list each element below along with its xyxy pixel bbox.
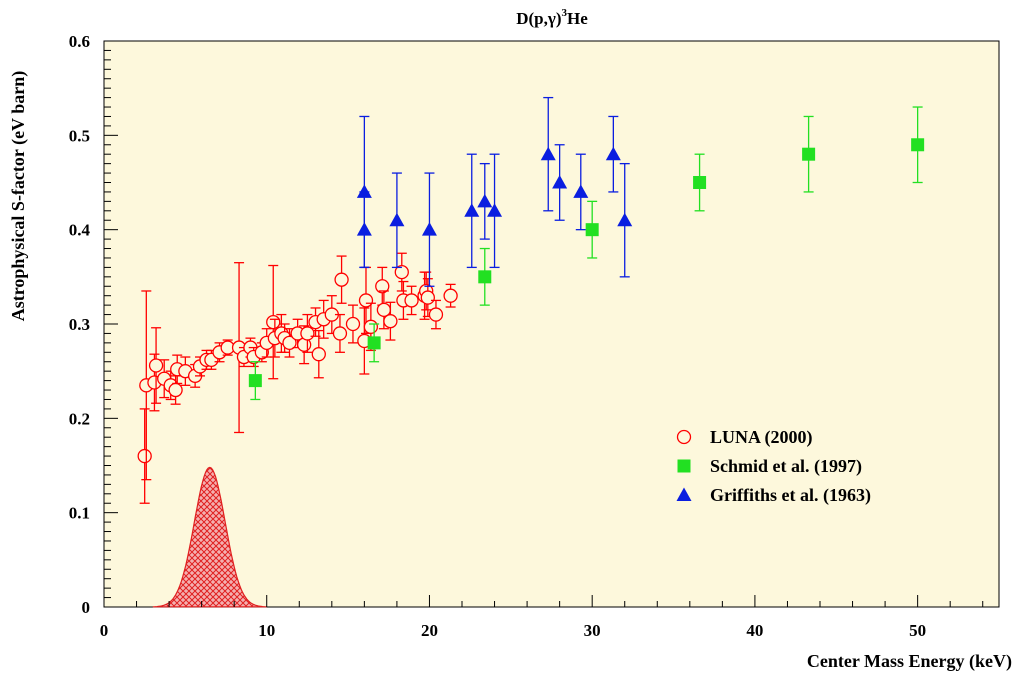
chart-title: D(p,γ)3He <box>516 7 588 28</box>
data-point <box>585 223 599 237</box>
legend-label: LUNA (2000) <box>710 427 813 448</box>
data-point <box>464 203 480 217</box>
data-point <box>478 270 492 284</box>
data-point <box>443 288 458 303</box>
data-point <box>420 290 435 305</box>
data-point <box>248 374 262 388</box>
y-tick-label: 0.5 <box>69 126 90 145</box>
data-point <box>282 335 297 351</box>
data-point <box>334 272 349 287</box>
y-tick-label: 0.6 <box>69 32 90 51</box>
x-tick-label: 20 <box>421 621 438 640</box>
data-point <box>266 314 281 330</box>
plot-area <box>103 40 1000 608</box>
data-point <box>428 307 444 322</box>
data-marks <box>137 96 925 504</box>
data-point <box>300 326 315 341</box>
legend-label: Griffiths et al. (1963) <box>710 485 871 506</box>
data-point <box>168 382 183 398</box>
data-point <box>148 358 164 373</box>
x-tick-label: 0 <box>100 621 109 640</box>
legend: LUNA (2000) Schmid et al. (1997) Griffiths… <box>676 427 871 506</box>
data-point <box>356 222 372 236</box>
data-point <box>911 138 925 152</box>
data-point <box>332 326 348 341</box>
x-tick-label: 50 <box>909 621 926 640</box>
data-point <box>404 293 419 308</box>
series-0 <box>137 252 458 504</box>
x-tick-label: 30 <box>584 621 601 640</box>
legend-item: Griffiths et al. (1963) <box>676 485 871 506</box>
data-point <box>311 347 326 362</box>
data-point <box>573 184 589 198</box>
y-tick-label: 0.2 <box>69 409 90 428</box>
data-point <box>421 222 437 236</box>
y-tick-label: 0 <box>82 598 91 617</box>
legend-marker <box>676 487 692 501</box>
x-axis-title: Center Mass Energy (keV) <box>807 651 1012 672</box>
series-2 <box>356 96 633 287</box>
data-point <box>477 193 493 208</box>
data-point <box>802 147 816 161</box>
data-point <box>363 319 379 334</box>
data-point <box>394 264 409 280</box>
data-point <box>540 146 556 161</box>
legend-marker <box>677 459 691 473</box>
y-tick-label: 0.4 <box>69 221 91 240</box>
gaussian-peak <box>152 466 267 608</box>
y-tick-label: 0.1 <box>69 504 90 523</box>
data-point <box>383 314 398 329</box>
x-tick-label: 40 <box>746 621 763 640</box>
legend-label: Schmid et al. (1997) <box>710 456 862 477</box>
data-point <box>552 175 568 189</box>
data-point <box>137 448 152 464</box>
data-point <box>345 316 361 332</box>
data-point <box>375 279 390 294</box>
axes: 0 10 20 30 40 50 0 0.1 0.2 0.3 0.4 0.5 0.6 <box>69 32 984 640</box>
data-point <box>693 176 707 189</box>
data-point <box>617 212 633 227</box>
data-point <box>487 203 503 217</box>
legend-item: LUNA (2000) <box>676 427 813 448</box>
series-1 <box>248 106 925 401</box>
x-tick-label: 10 <box>258 621 275 640</box>
legend-item: Schmid et al. (1997) <box>677 456 862 477</box>
legend-marker <box>676 429 692 445</box>
y-axis-title: Astrophysical S-factor (eV barn) <box>8 71 29 322</box>
data-point <box>605 146 621 161</box>
y-tick-label: 0.3 <box>69 315 90 334</box>
data-point <box>389 212 405 227</box>
data-point <box>367 336 381 350</box>
data-point <box>356 184 372 198</box>
